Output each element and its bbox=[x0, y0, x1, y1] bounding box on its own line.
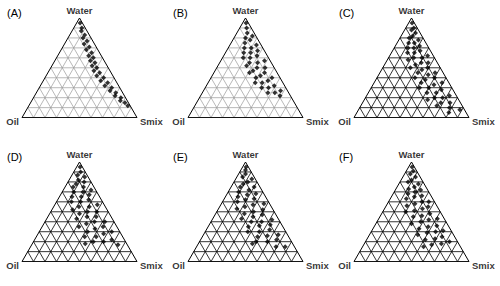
svg-text:Water: Water bbox=[66, 149, 92, 160]
svg-text:Smix: Smix bbox=[140, 260, 163, 271]
svg-text:Smix: Smix bbox=[472, 260, 495, 271]
svg-text:Smix: Smix bbox=[306, 116, 329, 127]
svg-text:Smix: Smix bbox=[472, 116, 495, 127]
svg-text:Oil: Oil bbox=[172, 116, 185, 127]
svg-text:(C): (C) bbox=[339, 7, 354, 19]
svg-text:Smix: Smix bbox=[140, 116, 163, 127]
svg-text:(D): (D) bbox=[7, 151, 22, 163]
svg-text:(B): (B) bbox=[173, 7, 188, 19]
svg-text:Oil: Oil bbox=[338, 260, 351, 271]
svg-text:Oil: Oil bbox=[6, 116, 19, 127]
svg-text:Oil: Oil bbox=[172, 260, 185, 271]
svg-text:Water: Water bbox=[232, 5, 258, 16]
svg-text:Water: Water bbox=[398, 149, 424, 160]
svg-text:Smix: Smix bbox=[306, 260, 329, 271]
svg-text:Oil: Oil bbox=[338, 116, 351, 127]
svg-text:Water: Water bbox=[232, 149, 258, 160]
svg-text:(F): (F) bbox=[339, 151, 353, 163]
svg-text:Water: Water bbox=[66, 5, 92, 16]
svg-text:Oil: Oil bbox=[6, 260, 19, 271]
svg-text:Water: Water bbox=[398, 5, 424, 16]
svg-text:(A): (A) bbox=[7, 7, 22, 19]
svg-text:(E): (E) bbox=[173, 151, 188, 163]
